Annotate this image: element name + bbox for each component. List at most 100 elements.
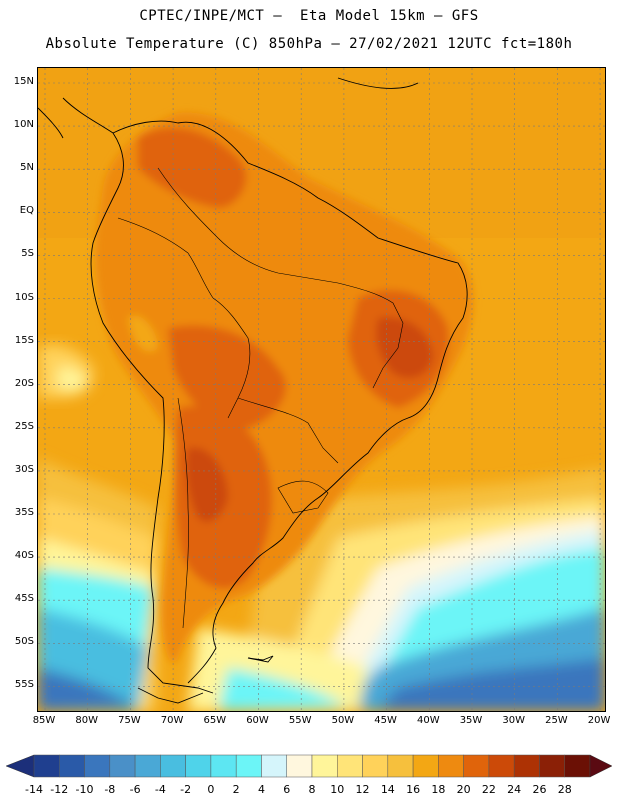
country-borders [117, 167, 404, 629]
colorbar-swatch [337, 754, 363, 778]
lon-label: 55W [288, 715, 312, 726]
border-chile-argentina [177, 397, 189, 629]
northeast-brazil-core [376, 317, 433, 378]
colorbar-swatch [362, 754, 389, 778]
colorbar-tick-label: -8 [104, 783, 116, 796]
colorbar-swatch [463, 754, 490, 778]
colorbar-swatch [185, 754, 212, 778]
colorbar-tick-label: 10 [330, 783, 345, 796]
colorbar-tick-label: 6 [283, 783, 291, 796]
colorbar-tick-label: 4 [257, 783, 265, 796]
lon-label: 20W [587, 715, 611, 726]
colorbar-tick-label: 12 [355, 783, 370, 796]
lat-label: 5S [21, 248, 34, 260]
colorbar-swatch [109, 754, 136, 778]
lon-label: 60W [246, 715, 269, 726]
lat-label: 55S [14, 679, 34, 691]
lon-label: 40W [416, 715, 440, 726]
map-canvas [38, 68, 605, 711]
lon-label: 65W [203, 715, 227, 726]
tierra-del-fuego [137, 687, 204, 704]
border-peru-ecuador [117, 217, 214, 299]
lat-label: 15N [13, 76, 34, 87]
colorbar-tick-label: 26 [532, 783, 547, 796]
lat-label: EQ [19, 205, 34, 217]
colorbar-swatch [33, 754, 60, 778]
colorbar-tick-label: 16 [406, 783, 421, 796]
lat-label: 50S [14, 636, 34, 648]
colorbar-swatch [412, 754, 439, 778]
lat-label: 25S [14, 420, 34, 432]
colorbar-tick-label: 18 [431, 783, 446, 796]
lat-label: 5N [20, 162, 34, 174]
colorbar-swatch [488, 754, 515, 778]
title-line-2: Absolute Temperature (C) 850hPa – 27/02/… [45, 36, 573, 52]
amazon-warm [188, 218, 260, 312]
colorbar [5, 754, 613, 778]
lon-label: 80W [75, 715, 98, 726]
colorbar-tick-label: 0 [207, 783, 215, 796]
plume-10 [58, 366, 88, 392]
central-hot [168, 325, 287, 428]
lon-label: 25W [545, 715, 568, 726]
colorbar-tick-label: 22 [481, 783, 496, 796]
field-2-south [218, 668, 348, 711]
colorbar-swatch [513, 754, 540, 778]
colorbar-tick-label: -12 [50, 783, 69, 796]
colorbar-tick-label: 24 [507, 783, 522, 796]
colorbar-swatch [286, 754, 313, 778]
colorbar-swatch [160, 754, 186, 778]
lon-label: 85W [32, 715, 56, 726]
field-minus10-east [378, 658, 605, 711]
colorbar-swatch [564, 754, 591, 778]
title-line-1: CPTEC/INPE/MCT – Eta Model 15km – GFS [139, 8, 479, 24]
colorbar-min-arrow [5, 754, 35, 778]
lat-label: 15S [14, 334, 34, 346]
colorbar-swatch [59, 754, 85, 778]
lon-label: 45W [374, 715, 397, 726]
colorbar-swatch [261, 754, 287, 778]
border-brazil-states [337, 282, 404, 389]
coastlines [38, 77, 468, 704]
lat-label: 45S [14, 593, 34, 605]
lat-label: 40S [14, 550, 34, 562]
colorbar-tick-label: -4 [154, 783, 166, 796]
east-coast [112, 120, 468, 684]
lat-label: 30S [14, 463, 34, 475]
colorbar-tick-label: 20 [456, 783, 471, 796]
border-paraguay [237, 397, 339, 464]
border-bolivia [212, 297, 251, 419]
colorbar-tick-label: -14 [25, 783, 43, 796]
colorbar-swatch [210, 754, 237, 778]
lat-label: 20S [14, 377, 34, 389]
colorbar-swatch [311, 754, 338, 778]
colorbar-swatch [84, 754, 111, 778]
colorbar-swatch [438, 754, 464, 778]
colorbar-tick-label: -10 [75, 783, 94, 796]
lon-label: 70W [160, 715, 184, 726]
central-america [38, 107, 64, 139]
caribbean [337, 77, 419, 89]
colorbar-max-arrow [589, 754, 613, 778]
continent-heat [95, 112, 473, 663]
temperature-map [37, 67, 606, 712]
border-north [157, 167, 339, 284]
west-coast [62, 97, 214, 694]
lat-label: 35S [14, 507, 34, 518]
colorbar-tick-label: 14 [380, 783, 395, 796]
andes-cooler [128, 315, 158, 352]
colorbar-swatch [134, 754, 161, 778]
border-uruguay [277, 480, 329, 514]
colorbar-tick-label: -6 [129, 783, 141, 796]
lon-label: 35W [459, 715, 483, 726]
lon-label: 75W [118, 715, 141, 726]
argentina-hot-core [186, 447, 228, 522]
lon-label: 50W [331, 715, 355, 726]
southern-cold-field [38, 458, 605, 711]
colorbar-swatch [539, 754, 565, 778]
colorbar-tick-label: 8 [308, 783, 316, 796]
lat-lon-grid [38, 68, 605, 711]
lon-label: 30W [502, 715, 525, 726]
lat-label: 10N [13, 119, 34, 131]
colorbar-tick-label: 2 [232, 783, 240, 796]
